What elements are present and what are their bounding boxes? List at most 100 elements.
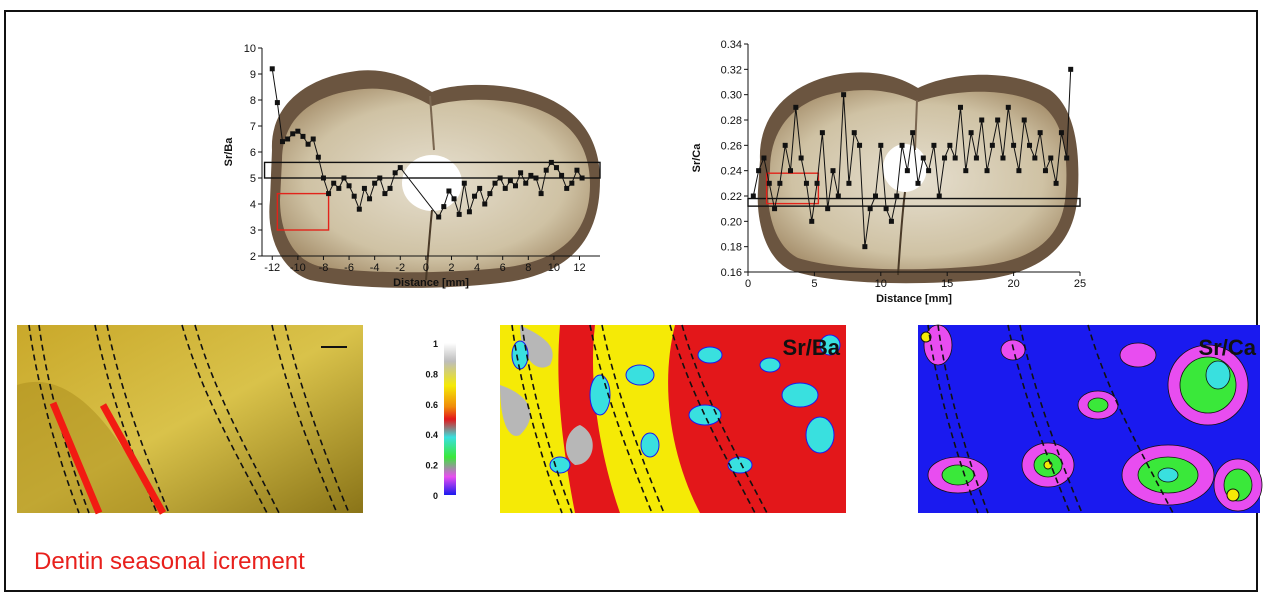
- data-point: [761, 155, 767, 161]
- data-point: [878, 142, 884, 148]
- x-axis-title: Distance [mm]: [876, 293, 952, 305]
- data-point: [793, 104, 799, 110]
- data-point: [361, 185, 367, 191]
- data-point: [477, 185, 483, 191]
- data-point: [862, 244, 868, 250]
- y-tick-label: 5: [250, 173, 256, 185]
- y-tick-label: 8: [250, 95, 256, 107]
- data-point: [377, 175, 383, 181]
- data-point: [487, 191, 493, 197]
- x-tick-label: 6: [500, 262, 506, 274]
- data-point: [1042, 168, 1048, 174]
- colorbar: 1 0.8 0.6 0.4 0.2 0: [425, 339, 456, 501]
- y-tick-label: 4: [250, 199, 256, 211]
- data-point: [830, 168, 836, 174]
- data-point: [1058, 130, 1064, 136]
- data-point: [538, 191, 544, 197]
- data-point: [315, 154, 321, 160]
- dentin-photo: [17, 324, 363, 515]
- data-point: [279, 139, 285, 145]
- data-point: [295, 128, 301, 134]
- data-point: [528, 172, 534, 178]
- data-point: [846, 180, 852, 186]
- data-point: [372, 180, 378, 186]
- data-point: [574, 167, 580, 173]
- data-point: [274, 100, 280, 106]
- data-point: [367, 196, 373, 202]
- data-point: [942, 155, 948, 161]
- data-point: [331, 180, 337, 186]
- increment-marker-2: [99, 403, 167, 515]
- data-point: [883, 206, 889, 212]
- y-tick-label: 0.18: [721, 242, 742, 254]
- sr-ca-map: Sr/Ca: [918, 324, 1263, 514]
- data-point: [803, 180, 809, 186]
- x-tick-label: -6: [344, 262, 354, 274]
- data-point: [1068, 66, 1074, 72]
- data-point: [1032, 155, 1038, 161]
- data-point: [756, 168, 762, 174]
- colorbar-tick-label: 0.4: [425, 430, 438, 440]
- data-point: [553, 165, 559, 171]
- data-point: [936, 193, 942, 199]
- data-point: [888, 218, 894, 224]
- data-point: [346, 183, 352, 189]
- y-tick-label: 0.16: [721, 267, 742, 279]
- data-point: [305, 141, 311, 147]
- y-tick-label: 7: [250, 121, 256, 133]
- y-tick-label: 0.24: [721, 166, 742, 178]
- tooth-section-image-1: [269, 70, 600, 288]
- data-point: [387, 185, 393, 191]
- data-point: [482, 201, 488, 207]
- data-point: [382, 191, 388, 197]
- y-tick-label: 0.22: [721, 191, 742, 203]
- colorbar-tick-label: 0.2: [425, 461, 438, 471]
- colorbar-tick-label: 1: [433, 339, 438, 349]
- x-tick-label: -8: [319, 262, 329, 274]
- y-tick-label: 0.26: [721, 140, 742, 152]
- y-tick-label: 10: [244, 43, 256, 55]
- data-point: [835, 193, 841, 199]
- data-point: [766, 180, 772, 186]
- data-point: [963, 168, 969, 174]
- data-point: [979, 117, 985, 123]
- black-annotation-box: [263, 161, 601, 179]
- y-tick-label: 2: [250, 251, 256, 263]
- data-point: [436, 214, 442, 220]
- data-point: [904, 168, 910, 174]
- data-point: [841, 92, 847, 98]
- y-tick-label: 0.34: [721, 39, 742, 51]
- increment-marker-1: [49, 401, 103, 515]
- x-tick-label: 0: [745, 278, 751, 290]
- data-point: [973, 155, 979, 161]
- data-point: [518, 170, 524, 176]
- data-point: [290, 131, 296, 137]
- data-point: [336, 185, 342, 191]
- red-annotation-box: [765, 172, 820, 205]
- x-tick-label: 10: [548, 262, 560, 274]
- data-point: [867, 206, 873, 212]
- data-point: [989, 142, 995, 148]
- data-point: [872, 193, 878, 199]
- x-tick-label: 15: [941, 278, 953, 290]
- data-point: [772, 206, 778, 212]
- data-point: [819, 130, 825, 136]
- data-point: [351, 193, 357, 199]
- data-point: [392, 170, 398, 176]
- data-point: [466, 209, 472, 215]
- data-point: [300, 133, 306, 139]
- data-point: [920, 155, 926, 161]
- data-point: [472, 193, 478, 199]
- data-point: [1048, 155, 1054, 161]
- tooth-section-image-2: [757, 72, 1079, 284]
- x-tick-label: 0: [423, 262, 429, 274]
- data-point: [952, 155, 958, 161]
- data-point: [1016, 168, 1022, 174]
- data-point: [1011, 142, 1017, 148]
- data-point: [984, 168, 990, 174]
- data-point: [523, 180, 529, 186]
- data-point: [497, 175, 503, 181]
- x-tick-label: 12: [573, 262, 585, 274]
- data-point: [1000, 155, 1006, 161]
- data-point: [825, 206, 831, 212]
